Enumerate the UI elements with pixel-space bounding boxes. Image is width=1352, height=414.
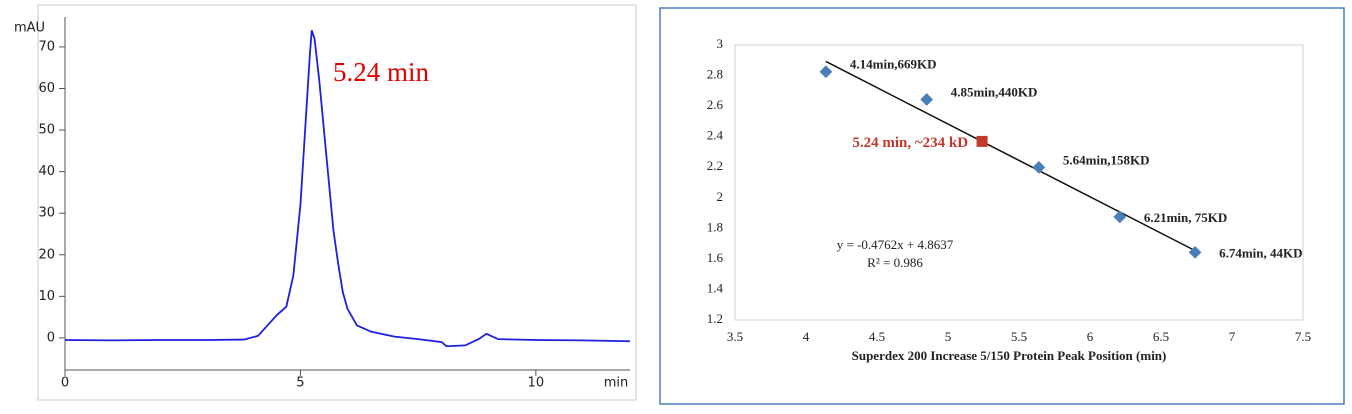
x-tick-label: 4.5 xyxy=(869,329,885,344)
point-label: 4.85min,440KD xyxy=(951,85,1038,100)
y-tick-label: 2.6 xyxy=(707,97,724,112)
x-tick-label: 10 xyxy=(528,376,545,391)
y-tick-label: 1.8 xyxy=(707,219,723,234)
x-tick-label: 5 xyxy=(945,329,952,344)
peak-annotation: 5.24 min xyxy=(333,57,430,87)
point-label: 6.21min, 75KD xyxy=(1144,210,1227,225)
y-tick-label: 2 xyxy=(717,189,724,204)
panel-frame xyxy=(659,7,1345,405)
y-tick-label: 40 xyxy=(38,164,55,179)
standard-point xyxy=(819,65,833,79)
x-axis-label: Superdex 200 Increase 5/150 Protein Peak… xyxy=(852,348,1167,363)
y-tick-label: 30 xyxy=(38,206,55,221)
x-tick-label: 3.5 xyxy=(727,329,743,344)
chromatogram-panel: 0 10 20 30 40 50 60 70 0 5 10 mAU min 5.24 min xyxy=(14,4,637,401)
unknown-point xyxy=(976,135,988,147)
x-tick-label: 6 xyxy=(1087,329,1094,344)
y-tick-label: 1.6 xyxy=(707,250,724,265)
y-tick-label: 1.2 xyxy=(707,311,723,326)
calibration-panel: 1.2 1.4 1.6 1.8 2 2.2 2.4 2.6 2.8 3 3.5 4 4.5 5 5.5 6 6.… xyxy=(659,7,1345,405)
x-tick-label: 4 xyxy=(803,329,810,344)
y-axis-label: mAU xyxy=(14,21,45,36)
point-label: 6.74min, 44KD xyxy=(1219,245,1302,260)
x-tick-label: 7 xyxy=(1229,329,1236,344)
chromatogram-line xyxy=(64,30,631,348)
trendline-r2: R² = 0.986 xyxy=(867,255,923,270)
x-axis-label: min xyxy=(604,376,629,391)
y-tick-label: 1.4 xyxy=(707,280,724,295)
y-tick-label: 50 xyxy=(38,123,55,138)
y-tick-label: 3 xyxy=(717,36,724,51)
x-tick-label: 6.5 xyxy=(1153,329,1169,344)
x-tick-label: 7.5 xyxy=(1295,329,1311,344)
y-tick-label: 70 xyxy=(38,39,55,54)
y-tick-label: 2.2 xyxy=(707,158,723,173)
x-tick-label: 5.5 xyxy=(1011,329,1027,344)
y-tick-label: 2.8 xyxy=(707,67,723,82)
y-tick-label: 60 xyxy=(38,81,55,96)
point-label: 5.64min,158KD xyxy=(1063,152,1150,167)
y-tick-label: 10 xyxy=(38,289,55,304)
trendline xyxy=(825,60,1196,252)
y-tick-label: 20 xyxy=(38,247,55,262)
x-tick-label: 5 xyxy=(296,376,304,391)
standard-point xyxy=(920,93,934,106)
standard-point xyxy=(1032,161,1046,174)
standard-point xyxy=(1113,210,1127,224)
trendline-equation: y = -0.4762x + 4.8637 xyxy=(837,237,954,252)
plot-frame xyxy=(734,44,1304,321)
unknown-label: 5.24 min, ~234 kD xyxy=(852,135,968,151)
x-tick-label: 0 xyxy=(61,376,69,391)
y-tick-label: 0 xyxy=(47,330,55,345)
point-label: 4.14min,669KD xyxy=(850,57,937,72)
y-tick-label: 2.4 xyxy=(707,128,724,143)
panel-frame xyxy=(37,4,637,401)
